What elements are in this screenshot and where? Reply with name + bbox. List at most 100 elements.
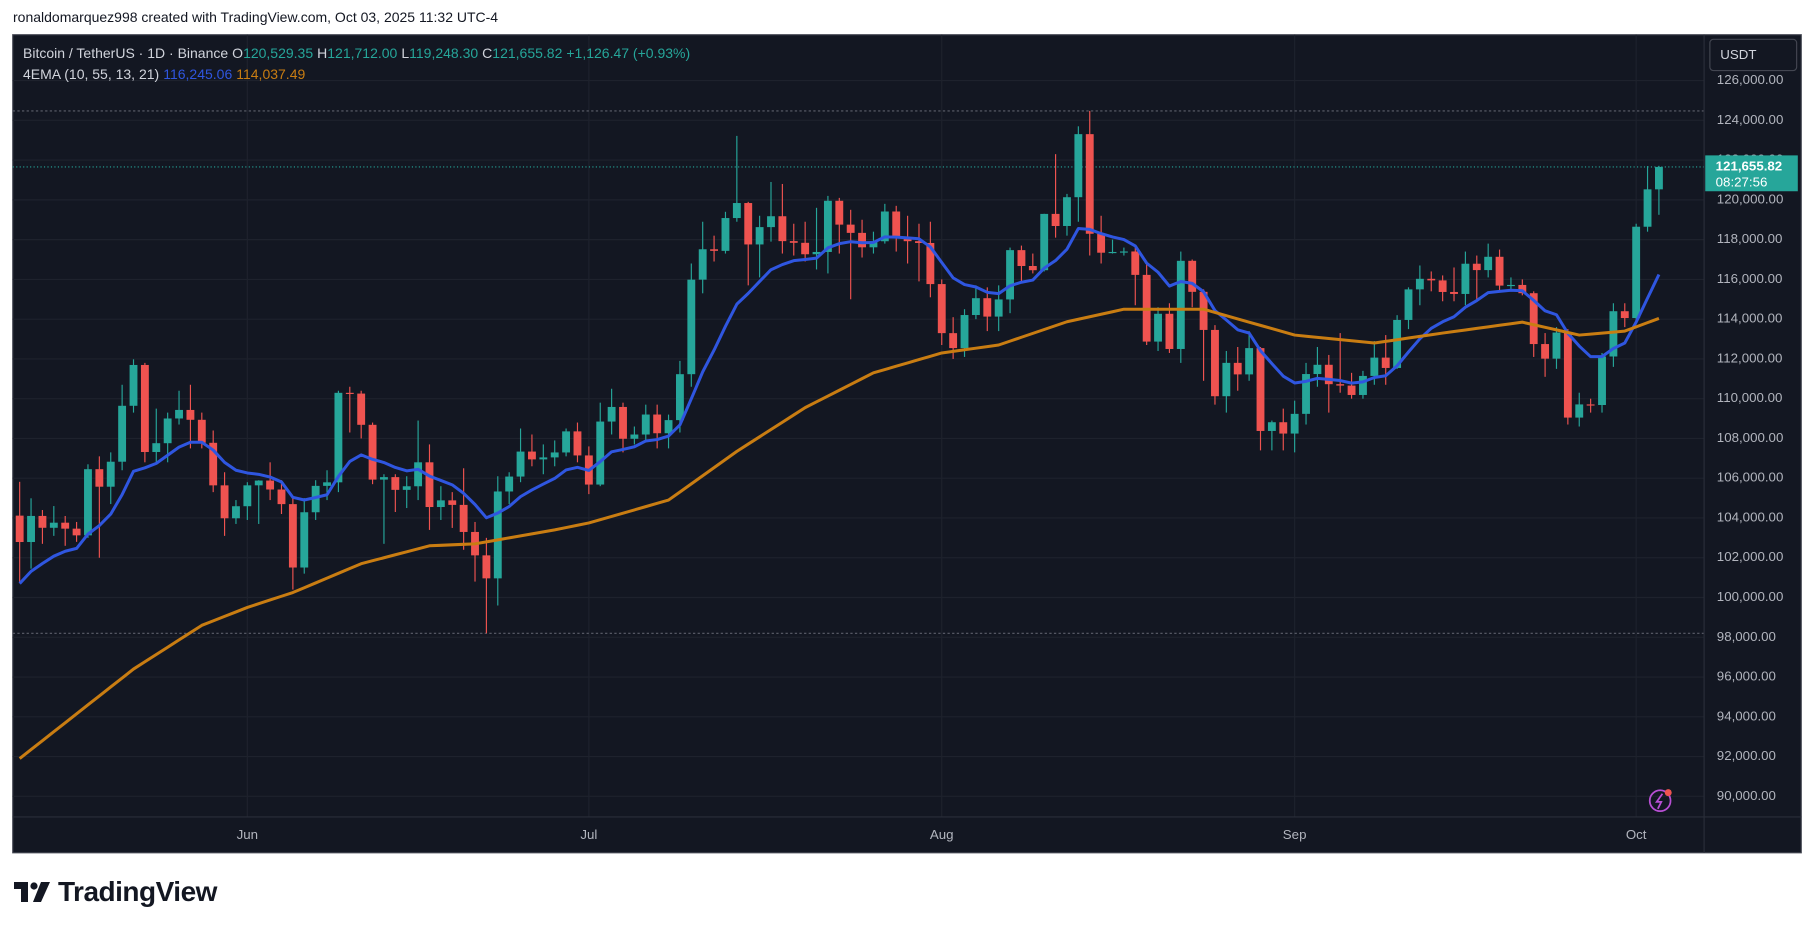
- candle-body: [801, 242, 810, 255]
- plot: [15, 110, 1663, 760]
- ema-value: 114,037.49: [236, 66, 306, 82]
- candle-body: [197, 419, 206, 443]
- candle-body: [903, 238, 912, 242]
- candle-body: [1438, 280, 1447, 292]
- candle-body: [1336, 384, 1345, 386]
- candle-body: [163, 418, 172, 444]
- candle-body: [789, 241, 798, 243]
- indicator-row: 4EMA (10, 55, 13, 21) 116,245.06 114,037.4…: [23, 64, 694, 85]
- symbol: Bitcoin / TetherUS · 1D · Binance: [23, 45, 229, 61]
- candle-body: [1211, 329, 1219, 397]
- candle-body: [1427, 278, 1436, 281]
- candle-body: [106, 461, 115, 487]
- candle-body: [1404, 289, 1413, 320]
- candle-body: [846, 224, 855, 233]
- ohlc-key: L: [401, 45, 410, 61]
- candle-body: [1620, 311, 1629, 319]
- candle-body: [687, 279, 696, 375]
- candle-body: [1256, 348, 1265, 431]
- candle-body: [1552, 332, 1561, 359]
- candle-body: [1359, 375, 1367, 395]
- candle-body: [983, 298, 992, 317]
- candle-body: [596, 421, 605, 485]
- candle-body: [1040, 213, 1049, 271]
- candle-body: [232, 506, 240, 519]
- candle-body: [1370, 357, 1379, 376]
- candle-body: [971, 298, 980, 316]
- attribution: ronaldomarquez998 created with TradingVi…: [13, 9, 499, 25]
- candle-body: [84, 469, 92, 536]
- candle-body: [118, 405, 127, 462]
- y-tick-label: 98,000.00: [1717, 629, 1776, 644]
- candle-body: [1632, 226, 1641, 319]
- candle-body: [61, 522, 70, 529]
- y-tick-label: 118,000.00: [1717, 231, 1783, 246]
- logo-mark: [14, 882, 50, 902]
- candle-body: [630, 434, 639, 439]
- y-tick-label: 116,000.00: [1717, 271, 1783, 286]
- candle-body: [516, 451, 525, 477]
- candle-body: [744, 203, 753, 245]
- candle-body: [1415, 278, 1424, 290]
- candle-body: [72, 528, 81, 536]
- candle-body: [402, 486, 411, 490]
- x-tick-label: Jun: [237, 827, 258, 842]
- candle-body: [38, 515, 47, 528]
- candle-body: [391, 477, 400, 490]
- ohlc-key: O: [232, 45, 244, 61]
- candle-body: [619, 406, 627, 439]
- candle-body: [1119, 251, 1128, 253]
- y-tick-label: 102,000.00: [1717, 549, 1784, 564]
- candle-body: [345, 392, 354, 394]
- candle-body: [732, 203, 741, 219]
- candle-body: [1518, 284, 1527, 294]
- candle-body: [380, 477, 388, 480]
- candle-body: [1472, 263, 1481, 271]
- y-tick-label: 124,000.00: [1717, 112, 1784, 127]
- ohlc-value: 120,529.35: [243, 45, 314, 61]
- candle-body: [436, 500, 445, 508]
- candle-body: [721, 218, 730, 251]
- candle-body: [755, 227, 764, 245]
- ema-line: [18, 307, 1660, 760]
- change: +1,126.47 (+0.93%): [566, 45, 691, 61]
- candle-body: [1017, 250, 1026, 266]
- ohlc-value: 121,655.82: [492, 45, 563, 61]
- y-tick-label: 110,000.00: [1717, 390, 1783, 405]
- candle-body: [459, 504, 468, 532]
- y-tick-label: 112,000.00: [1717, 350, 1783, 365]
- y-tick-label: 96,000.00: [1717, 669, 1776, 684]
- candle-body: [482, 555, 491, 579]
- candle-body: [1176, 260, 1185, 349]
- ohlc-key: C: [482, 45, 493, 61]
- candle-body: [1131, 251, 1140, 275]
- candle-body: [95, 469, 104, 487]
- candle-body: [1222, 362, 1231, 397]
- candle-body: [960, 315, 969, 349]
- y-tick-label: 92,000.00: [1717, 748, 1776, 763]
- currency-label[interactable]: USDT: [1720, 47, 1756, 62]
- candle-body: [528, 451, 536, 460]
- candle-body: [1267, 422, 1276, 431]
- candle-body: [311, 485, 320, 513]
- candle-body: [140, 364, 149, 453]
- ohlc-value: 121,712.00: [327, 45, 398, 61]
- y-tick-label: 114,000.00: [1717, 311, 1783, 326]
- candle-body: [1598, 356, 1606, 406]
- candle-body: [1006, 250, 1014, 300]
- candle-body: [1085, 134, 1094, 234]
- candle-body: [368, 424, 377, 480]
- indicator-name: 4EMA (10, 55, 13, 21): [23, 66, 160, 82]
- ohlc-value: 119,248.30: [409, 45, 479, 61]
- candle-body: [607, 406, 616, 422]
- y-tick-label: 106,000.00: [1717, 470, 1784, 485]
- candle-body: [1279, 422, 1288, 434]
- candle-body: [1541, 344, 1550, 359]
- candle-body: [1347, 385, 1356, 395]
- currency-button[interactable]: [1709, 38, 1798, 72]
- chart-frame: [12, 34, 1802, 854]
- candle-body: [1450, 291, 1458, 294]
- candle-body: [1643, 189, 1652, 227]
